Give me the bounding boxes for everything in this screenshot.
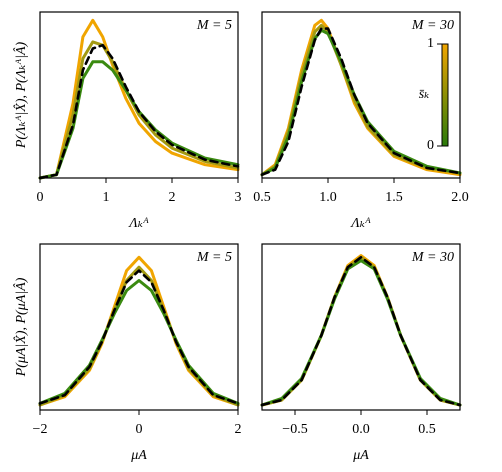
x-tick-label: 1.0 [319, 190, 337, 205]
x-tick-label: 0 [37, 190, 44, 205]
x-tick-label: 0.5 [418, 422, 436, 437]
reference-curve [260, 27, 462, 176]
x-axis-label: Λₖᴬ [349, 216, 371, 231]
curve [38, 18, 240, 180]
reference-curve [38, 43, 240, 180]
panel-annotation: M = 5 [196, 18, 232, 33]
colorbar-tick-label: 1 [427, 36, 434, 51]
reference-curve [260, 256, 462, 407]
x-tick-label: 0.0 [352, 422, 370, 437]
x-tick-label: −0.5 [282, 422, 307, 437]
colorbar [441, 43, 449, 147]
panel-annotation: M = 30 [411, 18, 454, 33]
curve [38, 265, 240, 407]
axes-frame [261, 11, 461, 179]
axes-frame [39, 11, 239, 179]
reference-curve [38, 269, 240, 405]
y-axis-label: P(μA|X̂), P(μA|Â) [12, 277, 29, 377]
x-tick-label: 0 [136, 422, 143, 437]
x-tick-label: 1 [103, 190, 110, 205]
x-axis-label: μA [352, 448, 369, 463]
x-tick-label: 0.5 [253, 190, 271, 205]
colorbar-label: s̄ₖ [419, 87, 430, 102]
curve [260, 259, 462, 407]
axes-frame [261, 243, 461, 411]
x-tick-label: 2 [169, 190, 176, 205]
x-tick-label: −2 [33, 422, 48, 437]
x-axis-label: Λₖᴬ [127, 216, 149, 231]
x-axis-label: μA [130, 448, 147, 463]
curve [260, 255, 462, 407]
panel-annotation: M = 30 [411, 250, 454, 265]
curve [38, 40, 240, 180]
x-tick-label: 2 [235, 422, 242, 437]
curve [260, 254, 462, 407]
colorbar-tick-label: 0 [427, 138, 434, 153]
y-axis-label: P(Λₖᴬ|X̂), P(Λₖᴬ|Â) [12, 42, 29, 150]
panel-annotation: M = 5 [196, 250, 232, 265]
x-tick-label: 3 [235, 190, 242, 205]
x-tick-label: 2.0 [451, 190, 469, 205]
x-tick-label: 1.5 [385, 190, 403, 205]
curve [38, 279, 240, 405]
